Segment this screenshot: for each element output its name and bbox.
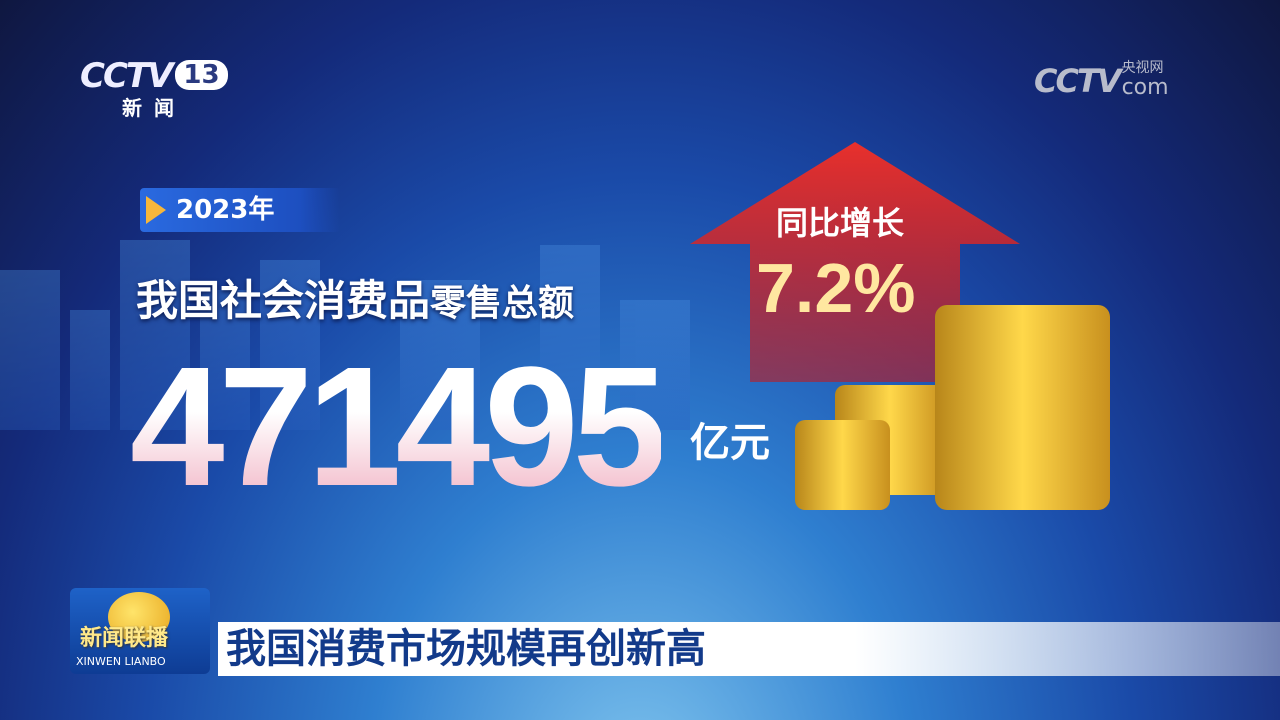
value-unit: 亿元 [690,420,770,466]
year-tag: 2023年 [140,188,340,232]
coin-stacks [795,305,1110,510]
background-city-bars [0,230,760,430]
cctv-com-watermark: CCTV 央视网 com [1034,60,1169,100]
lower-third: 新闻联播 XINWEN LIANBO 我国消费市场规模再创新高 [70,588,1280,680]
xinwen-lianbo-logo: 新闻联播 XINWEN LIANBO [70,588,210,674]
triangle-icon [146,196,166,224]
cctv13-channel-logo: CCTV 13 新闻 [80,56,228,120]
news-title: 我国消费市场规模再创新高 [218,622,1280,676]
total-value: 471495 [130,332,667,522]
headline: 我国社会消费品零售总额 [136,276,575,325]
globe-icon [108,592,170,642]
